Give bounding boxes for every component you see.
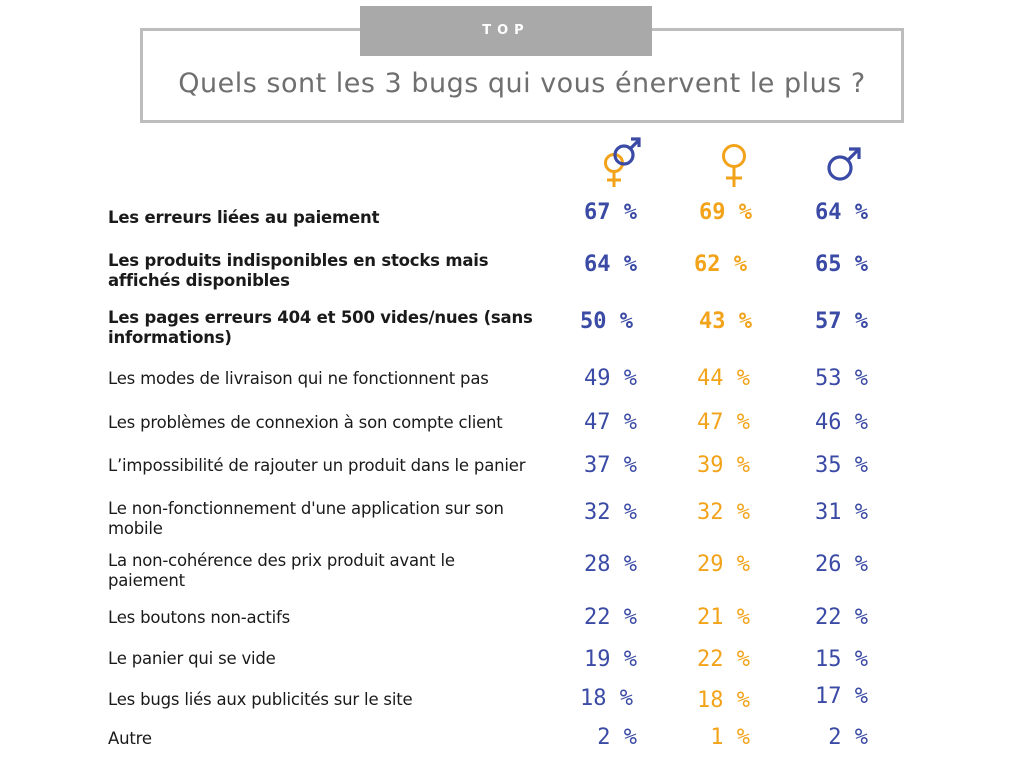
row-label: Les modes de livraison qui ne fonctionne… xyxy=(108,369,489,388)
row-label: Le non-fonctionnement d'une application … xyxy=(108,499,504,538)
value-female: 21 % xyxy=(697,605,750,630)
value-all: 18 % xyxy=(580,686,633,711)
value-female: 69 % xyxy=(699,200,752,225)
value-male: 2 % xyxy=(815,725,868,750)
page-title: Quels sont les 3 bugs qui vous énervent … xyxy=(178,68,866,99)
top-tag: TOP xyxy=(360,6,652,56)
value-female: 62 % xyxy=(694,252,747,277)
value-male: 53 % xyxy=(815,366,868,391)
value-all: 47 % xyxy=(584,410,637,435)
value-female: 47 % xyxy=(697,410,750,435)
value-all: 22 % xyxy=(584,605,637,630)
value-all: 28 % xyxy=(584,552,637,577)
row-label: Les pages erreurs 404 et 500 vides/nues … xyxy=(108,308,533,347)
value-male: 15 % xyxy=(815,647,868,672)
value-male: 35 % xyxy=(815,453,868,478)
male-female-symbol-icon xyxy=(604,137,641,187)
value-male: 46 % xyxy=(815,410,868,435)
row-label: L’impossibilité de rajouter un produit d… xyxy=(108,456,526,475)
female-symbol-icon xyxy=(722,144,746,187)
row-label: Les problèmes de connexion à son compte … xyxy=(108,413,503,432)
value-male: 22 % xyxy=(815,605,868,630)
value-female: 44 % xyxy=(697,366,750,391)
value-all: 67 % xyxy=(584,200,637,225)
value-male: 57 % xyxy=(815,309,868,334)
value-all: 19 % xyxy=(584,647,637,672)
row-label: Les bugs liés aux publicités sur le site xyxy=(108,690,413,709)
row-label: Les produits indisponibles en stocks mai… xyxy=(108,251,489,290)
value-all: 50 % xyxy=(580,309,633,334)
value-female: 18 % xyxy=(697,688,750,713)
value-all: 49 % xyxy=(584,366,637,391)
value-male: 17 % xyxy=(815,684,868,709)
value-female: 43 % xyxy=(699,309,752,334)
value-male: 31 % xyxy=(815,500,868,525)
value-all: 32 % xyxy=(584,500,637,525)
value-all: 2 % xyxy=(584,725,637,750)
value-female: 32 % xyxy=(697,500,750,525)
row-label: Autre xyxy=(108,729,152,748)
value-female: 1 % xyxy=(697,725,750,750)
value-all: 64 % xyxy=(584,252,637,277)
value-female: 29 % xyxy=(697,552,750,577)
row-label: Le panier qui se vide xyxy=(108,649,276,668)
male-symbol-icon xyxy=(827,147,861,181)
value-male: 65 % xyxy=(815,252,868,277)
row-label: Les boutons non-actifs xyxy=(108,608,290,627)
value-female: 39 % xyxy=(697,453,750,478)
value-all: 37 % xyxy=(584,453,637,478)
value-female: 22 % xyxy=(697,647,750,672)
row-label: Les erreurs liées au paiement xyxy=(108,208,380,227)
value-male: 64 % xyxy=(815,200,868,225)
row-label: La non-cohérence des prix produit avant … xyxy=(108,551,455,590)
value-male: 26 % xyxy=(815,552,868,577)
